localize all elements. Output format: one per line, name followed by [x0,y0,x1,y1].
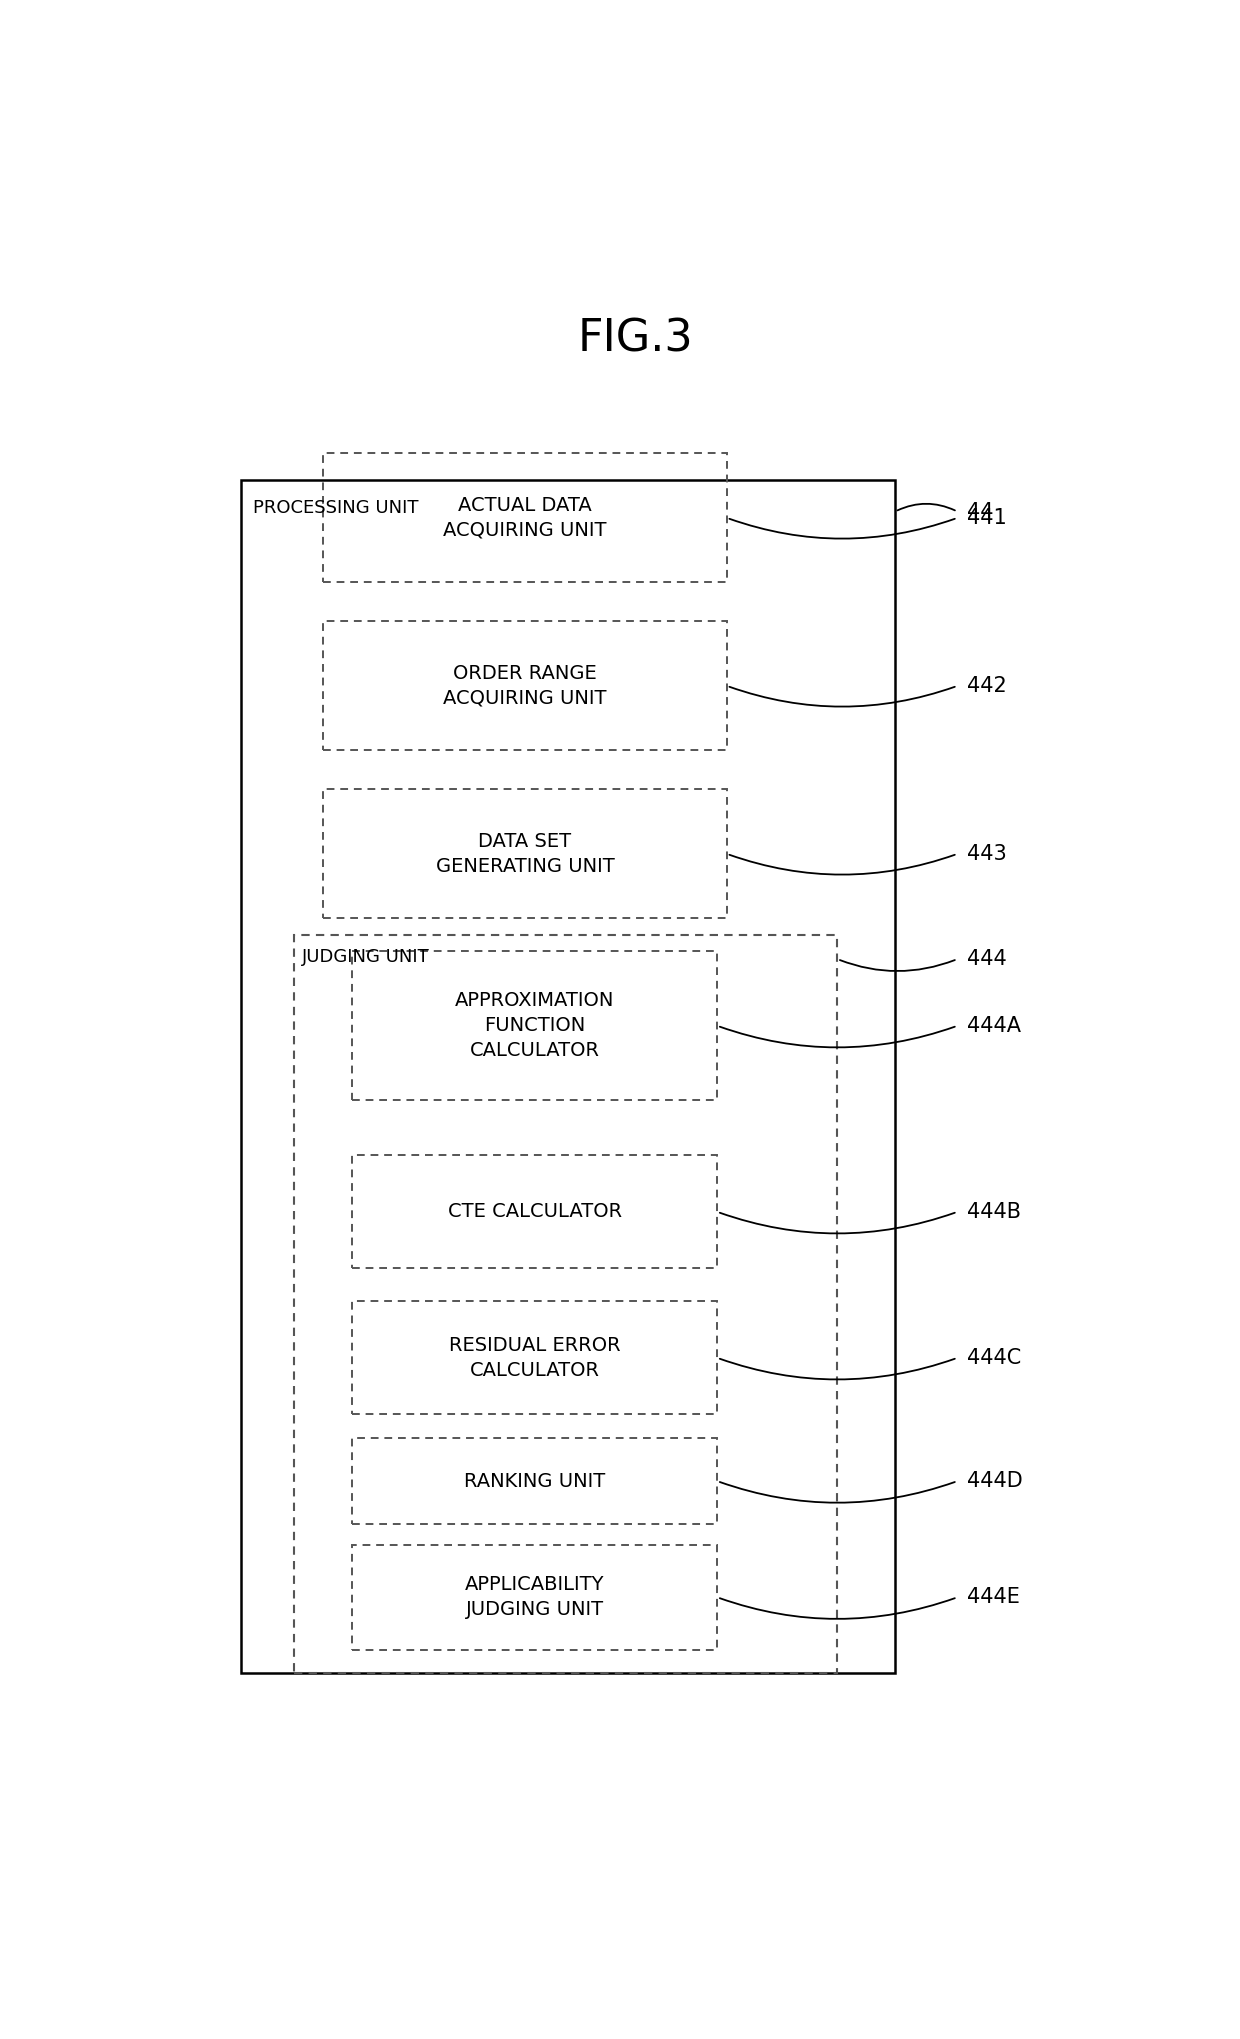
Text: ORDER RANGE
ACQUIRING UNIT: ORDER RANGE ACQUIRING UNIT [443,665,606,708]
Bar [324,789,727,918]
Text: 441: 441 [967,508,1007,528]
Text: 444C: 444C [967,1348,1022,1368]
Text: 444E: 444E [967,1586,1021,1607]
Text: 44: 44 [967,502,993,522]
Bar [324,453,727,583]
Text: PROCESSING UNIT: PROCESSING UNIT [253,500,419,518]
Text: FIG.3: FIG.3 [578,318,693,361]
Bar [352,1546,717,1650]
Text: ACTUAL DATA
ACQUIRING UNIT: ACTUAL DATA ACQUIRING UNIT [443,495,606,540]
Bar [352,1301,717,1415]
Text: RESIDUAL ERROR
CALCULATOR: RESIDUAL ERROR CALCULATOR [449,1336,620,1380]
Text: JUDGING UNIT: JUDGING UNIT [303,948,430,966]
Text: 444A: 444A [967,1015,1021,1036]
Text: APPLICABILITY
JUDGING UNIT: APPLICABILITY JUDGING UNIT [465,1576,604,1619]
Text: DATA SET
GENERATING UNIT: DATA SET GENERATING UNIT [435,832,614,877]
Text: 443: 443 [967,844,1007,865]
Bar [352,950,717,1101]
Text: 444: 444 [967,948,1007,969]
Text: APPROXIMATION
FUNCTION
CALCULATOR: APPROXIMATION FUNCTION CALCULATOR [455,991,614,1060]
Bar [352,1437,717,1525]
Text: 442: 442 [967,675,1007,695]
Text: RANKING UNIT: RANKING UNIT [464,1472,605,1491]
Text: 444D: 444D [967,1470,1023,1491]
Bar [242,479,895,1674]
Bar [294,936,837,1674]
Text: CTE CALCULATOR: CTE CALCULATOR [448,1203,621,1221]
Bar [324,622,727,750]
Text: 444B: 444B [967,1201,1021,1221]
Bar [352,1156,717,1268]
